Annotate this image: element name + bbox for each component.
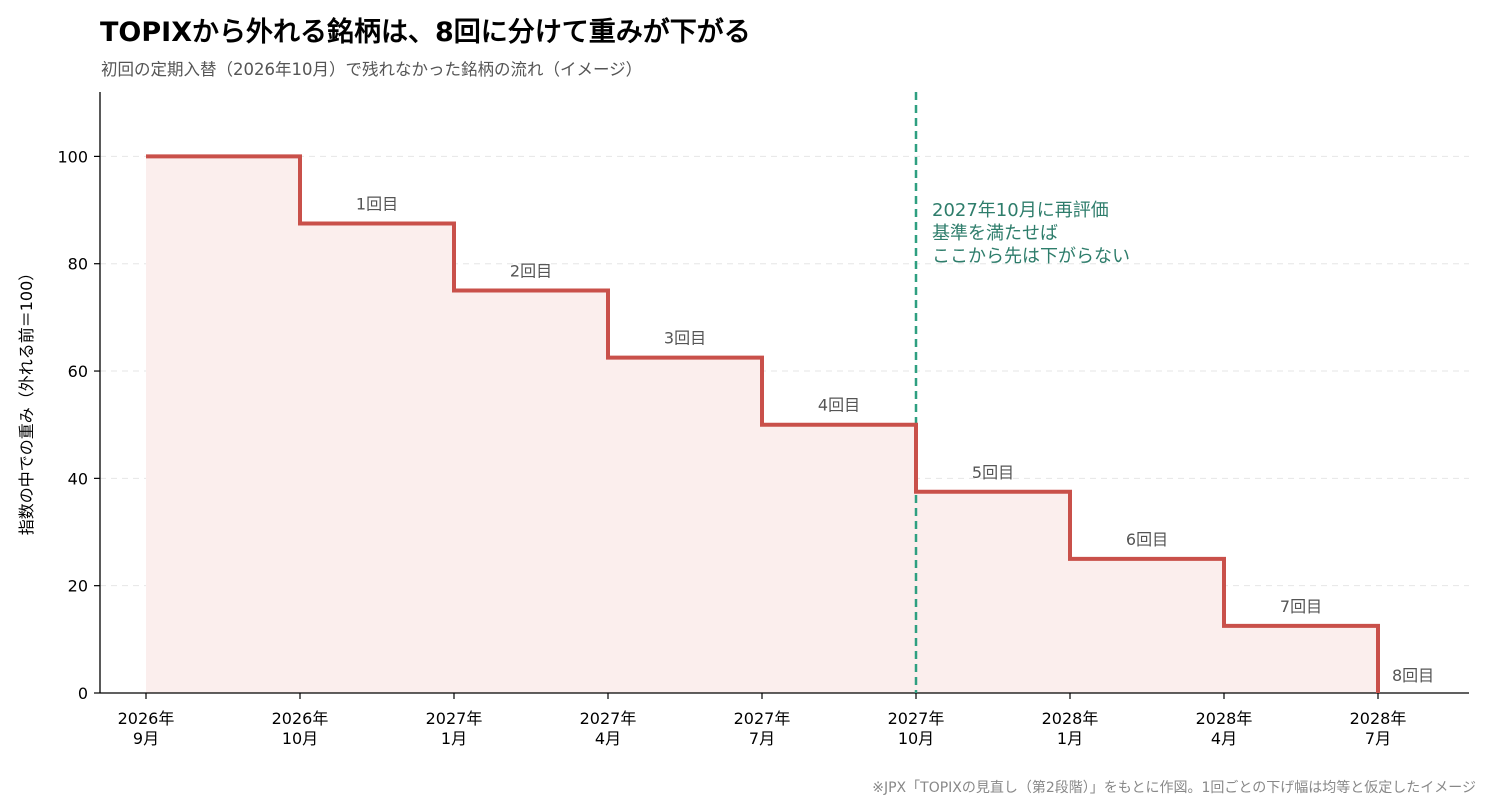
reevaluation-annotation-line: 2027年10月に再評価 [932,200,1109,221]
x-tick-label-line: 7月 [749,729,775,748]
y-tick-label: 0 [78,684,88,703]
x-tick-label: 2026年 9月 [118,709,175,748]
y-ticks: 0 20 40 60 80 100 [57,147,100,703]
y-tick-label: 20 [68,577,88,596]
step-label: 4回目 [818,396,860,415]
x-tick-label-line: 10月 [282,729,318,748]
x-tick-label-line: 2027年 [888,709,945,728]
x-tick-label: 2028年 4月 [1196,709,1253,748]
x-tick-label: 2028年 7月 [1350,709,1407,748]
x-tick-label: 2028年 1月 [1042,709,1099,748]
x-tick-label: 2027年 1月 [426,709,483,748]
chart-subtitle: 初回の定期入替（2026年10月）で残れなかった銘柄の流れ（イメージ） [101,60,643,79]
y-tick-label: 100 [57,147,88,166]
x-tick-label-line: 2027年 [426,709,483,728]
x-tick-label-line: 2028年 [1196,709,1253,728]
x-tick-label-line: 4月 [1211,729,1237,748]
y-axis-title: 指数の中での重み（外れる前＝100） [17,265,36,536]
y-tick-label: 80 [68,255,88,274]
x-tick-label-line: 4月 [595,729,621,748]
x-tick-label-line: 10月 [898,729,934,748]
x-tick-label-line: 1月 [1057,729,1083,748]
reevaluation-annotation-line: 基準を満たせば [932,223,1058,244]
y-tick-label: 40 [68,469,88,488]
x-tick-label-line: 2027年 [734,709,791,728]
chart-title: TOPIXから外れる銘柄は、8回に分けて重みが下がる [100,17,751,48]
weight-step-line [146,154,1380,693]
x-tick-label: 2027年 4月 [580,709,637,748]
x-tick-label: 2026年 10月 [272,709,329,748]
step-label: 7回目 [1280,597,1322,616]
step-label: 8回目 [1392,666,1434,685]
x-tick-label: 2027年 10月 [888,709,945,748]
x-tick-label-line: 1月 [441,729,467,748]
x-tick-label-line: 2026年 [272,709,329,728]
step-label: 5回目 [972,463,1014,482]
step-labels: 1回目 2回目 3回目 4回目 5回目 6回目 7回目 8回目 [356,194,1434,685]
step-label: 6回目 [1126,530,1168,549]
reevaluation-annotation-line: ここから先は下がらない [932,246,1130,267]
axes [99,92,1469,694]
step-label: 3回目 [664,329,706,348]
x-tick-label-line: 2028年 [1350,709,1407,728]
step-label: 2回目 [510,262,552,281]
x-tick-label-line: 2026年 [118,709,175,728]
chart-footnote: ※JPX「TOPIXの見直し（第2段階）」をもとに作図。1回ごとの下げ幅は均等と… [872,780,1476,796]
x-tick-label-line: 2027年 [580,709,637,728]
reevaluation-annotation: 2027年10月に再評価基準を満たせばここから先は下がらない [932,200,1130,267]
step-label: 1回目 [356,194,398,213]
x-tick-label-line: 7月 [1365,729,1391,748]
x-tick-label-line: 9月 [133,729,159,748]
x-tick-label-line: 2028年 [1042,709,1099,728]
y-tick-label: 60 [68,362,88,381]
x-tick-label: 2027年 7月 [734,709,791,748]
